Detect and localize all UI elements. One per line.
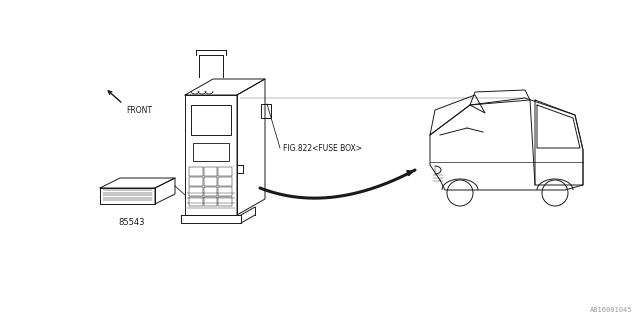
Bar <box>218 197 232 206</box>
Bar <box>204 197 218 206</box>
Bar <box>193 143 229 161</box>
Bar <box>189 197 203 206</box>
Text: A816001045: A816001045 <box>589 307 632 313</box>
Text: 85543: 85543 <box>119 218 145 227</box>
Bar <box>218 187 232 196</box>
Bar <box>204 167 218 176</box>
Text: FIG.822<FUSE BOX>: FIG.822<FUSE BOX> <box>283 143 362 153</box>
Bar <box>189 187 203 196</box>
Bar <box>189 167 203 176</box>
Bar <box>261 104 271 118</box>
Bar <box>204 187 218 196</box>
Bar <box>218 177 232 186</box>
Bar <box>204 177 218 186</box>
Bar <box>189 177 203 186</box>
Bar <box>218 167 232 176</box>
Text: FRONT: FRONT <box>126 106 152 115</box>
